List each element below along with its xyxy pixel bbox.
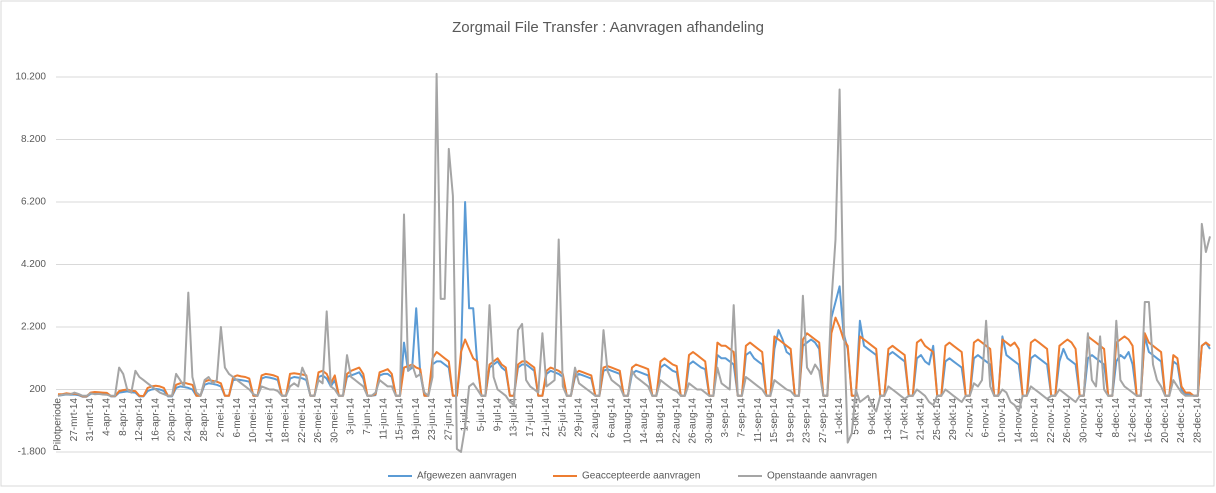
x-tick-label: 21-okt-14 — [916, 398, 927, 441]
x-tick-label: 14-nov-14 — [1013, 398, 1024, 443]
x-tick-label: 20-apr-14 — [167, 398, 178, 442]
x-tick-label: 25-okt-14 — [932, 398, 943, 441]
x-tick-label: 3-jun-14 — [346, 398, 357, 435]
x-tick-label: 24-apr-14 — [183, 398, 194, 442]
x-tick-label: 22-nov-14 — [1046, 398, 1057, 443]
x-tick-label: 1-okt-14 — [834, 398, 845, 435]
x-tick-label: 29-jul-14 — [574, 398, 585, 437]
x-tick-label: 16-apr-14 — [150, 398, 161, 442]
y-tick-label: 10.200 — [15, 72, 46, 83]
x-tick-label: 30-nov-14 — [1078, 398, 1089, 443]
x-tick-label: 20-dec-14 — [1160, 398, 1171, 443]
x-tick-label: 18-mei-14 — [281, 398, 292, 443]
y-tick-label: 2.200 — [21, 322, 46, 333]
x-tick-label: 10-mei-14 — [248, 398, 259, 443]
x-tick-label: 15-jun-14 — [395, 398, 406, 441]
x-tick-label: 8-apr-14 — [118, 398, 129, 436]
x-tick-label: 2-aug-14 — [590, 398, 601, 438]
x-tick-label: 19-jun-14 — [411, 398, 422, 441]
y-tick-label: 200 — [29, 384, 46, 395]
x-tick-label: Pilotperiode — [53, 398, 64, 451]
x-tick-label: 22-mei-14 — [297, 398, 308, 443]
x-tick-label: 14-aug-14 — [639, 398, 650, 444]
x-tick-label: 23-sep-14 — [802, 398, 813, 443]
x-tick-label: 23-jun-14 — [427, 398, 438, 441]
x-tick-label: 8-dec-14 — [1111, 398, 1122, 438]
x-tick-label: 26-mei-14 — [313, 398, 324, 443]
x-tick-label: 1-jul-14 — [460, 398, 471, 432]
x-tick-label: 12-dec-14 — [1127, 398, 1138, 443]
y-tick-label: -1.800 — [18, 447, 47, 458]
x-tick-label: 25-jul-14 — [557, 398, 568, 437]
x-tick-label: 10-aug-14 — [623, 398, 634, 444]
x-tick-label: 10-nov-14 — [997, 398, 1008, 443]
x-tick-label: 13-jul-14 — [509, 398, 520, 437]
series-line — [58, 316, 1211, 398]
x-tick-label: 31-mrt-14 — [85, 398, 96, 442]
x-tick-label: 13-okt-14 — [883, 398, 894, 441]
x-tick-label: 21-jul-14 — [541, 398, 552, 437]
x-tick-label: 9-jul-14 — [492, 398, 503, 432]
x-tick-label: 18-aug-14 — [655, 398, 666, 444]
x-tick-label: 18-nov-14 — [1030, 398, 1041, 443]
x-tick-label: 26-aug-14 — [688, 398, 699, 444]
y-tick-label: 4.200 — [21, 259, 46, 270]
x-tick-label: 19-sep-14 — [785, 398, 796, 443]
x-tick-label: 28-dec-14 — [1192, 398, 1203, 443]
x-tick-label: 27-jun-14 — [443, 398, 454, 441]
x-tick-label: 16-dec-14 — [1144, 398, 1155, 443]
x-tick-label: 5-jul-14 — [476, 398, 487, 432]
x-tick-label: 22-aug-14 — [671, 398, 682, 444]
legend-label: Openstaande aanvragen — [767, 471, 877, 482]
x-tick-label: 27-mrt-14 — [69, 398, 80, 442]
x-tick-label: 30-aug-14 — [704, 398, 715, 444]
x-tick-label: 9-okt-14 — [867, 398, 878, 435]
x-tick-label: 11-sep-14 — [753, 398, 764, 443]
x-tick-label: 17-jul-14 — [525, 398, 536, 437]
x-tick-label: 3-sep-14 — [720, 398, 731, 438]
x-tick-label: 4-dec-14 — [1095, 398, 1106, 438]
x-tick-label: 30-mei-14 — [329, 398, 340, 443]
x-tick-label: 6-aug-14 — [606, 398, 617, 438]
x-tick-label: 24-dec-14 — [1176, 398, 1187, 443]
y-tick-label: 8.200 — [21, 134, 46, 145]
x-tick-label: 2-nov-14 — [964, 398, 975, 438]
x-tick-label: 29-okt-14 — [948, 398, 959, 441]
x-tick-label: 6-mei-14 — [232, 398, 243, 438]
x-tick-label: 11-jun-14 — [378, 398, 389, 440]
x-tick-label: 28-apr-14 — [199, 398, 210, 442]
x-tick-label: 5-okt-14 — [850, 398, 861, 435]
legend-label: Afgewezen aanvragen — [417, 471, 517, 482]
x-tick-label: 12-apr-14 — [134, 398, 145, 442]
x-tick-label: 7-jun-14 — [362, 398, 373, 435]
x-tick-label: 4-apr-14 — [102, 398, 113, 436]
x-tick-label: 7-sep-14 — [737, 398, 748, 438]
series-line — [57, 72, 1211, 453]
legend-label: Geaccepteerde aanvragen — [582, 471, 700, 482]
chart-title: Zorgmail File Transfer : Aanvragen afhan… — [452, 19, 764, 36]
y-tick-label: 6.200 — [21, 197, 46, 208]
x-tick-label: 26-nov-14 — [1062, 398, 1073, 443]
x-tick-label: 27-sep-14 — [818, 398, 829, 443]
x-tick-label: 14-mei-14 — [264, 398, 275, 443]
x-tick-label: 17-okt-14 — [899, 398, 910, 441]
x-tick-label: 15-sep-14 — [769, 398, 780, 443]
x-tick-label: 2-mei-14 — [215, 398, 226, 438]
x-tick-label: 6-nov-14 — [981, 398, 992, 438]
